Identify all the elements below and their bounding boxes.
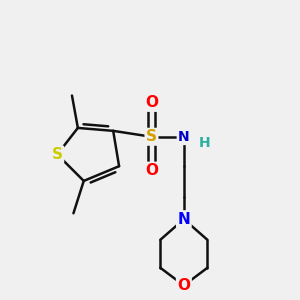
Text: N: N (178, 212, 190, 227)
Text: N: N (178, 130, 190, 144)
Text: O: O (145, 163, 158, 178)
Text: H: H (199, 136, 210, 150)
Text: S: S (52, 147, 63, 162)
Text: O: O (145, 95, 158, 110)
Text: S: S (146, 129, 157, 144)
Text: O: O (177, 278, 190, 293)
